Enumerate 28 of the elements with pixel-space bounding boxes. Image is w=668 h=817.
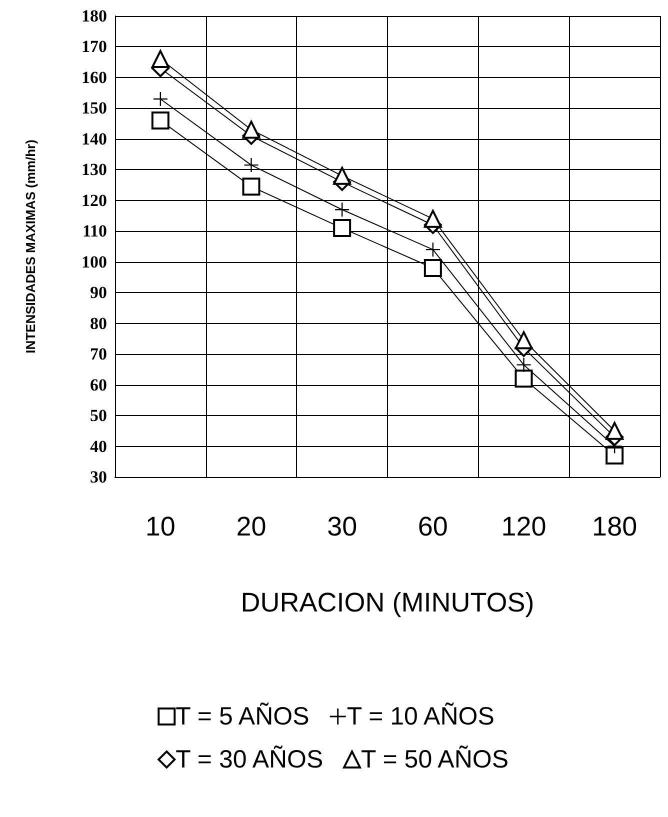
y-tick-label: 50 [90,406,107,426]
y-axis-title: INTENSIDADES MAXIMAS (mm/hr) [23,140,38,354]
y-tick-label: 110 [82,222,107,241]
x-tick-label: 180 [592,512,638,542]
x-tick-label: 20 [236,512,266,542]
x-tick-label: 10 [145,512,176,542]
legend-label: T = 30 AÑOS [176,746,324,774]
y-tick-label: 60 [90,375,107,394]
x-tick-label: 60 [418,512,448,542]
y-tick-label: 150 [82,98,107,118]
x-tick-label: 30 [327,512,358,542]
y-tick-label: 100 [82,252,107,272]
y-tick-label: 70 [90,344,107,364]
y-tick-label: 180 [82,6,107,26]
legend-label: T = 10 AÑOS [346,702,494,730]
x-axis-title: DURACION (MINUTOS) [240,588,534,618]
y-tick-label: 120 [82,190,107,210]
y-tick-label: 160 [82,68,107,87]
legend-label: T = 50 AÑOS [361,746,509,774]
y-tick-label: 80 [90,314,107,333]
y-tick-label: 40 [90,436,107,456]
y-tick-label: 130 [82,160,107,180]
y-tick-label: 140 [82,129,107,148]
y-tick-label: 30 [90,468,107,486]
y-tick-label: 90 [90,283,107,302]
legend-label: T = 5 AÑOS [176,702,310,730]
y-tick-label: 170 [82,37,107,56]
x-tick-label: 120 [501,512,546,542]
